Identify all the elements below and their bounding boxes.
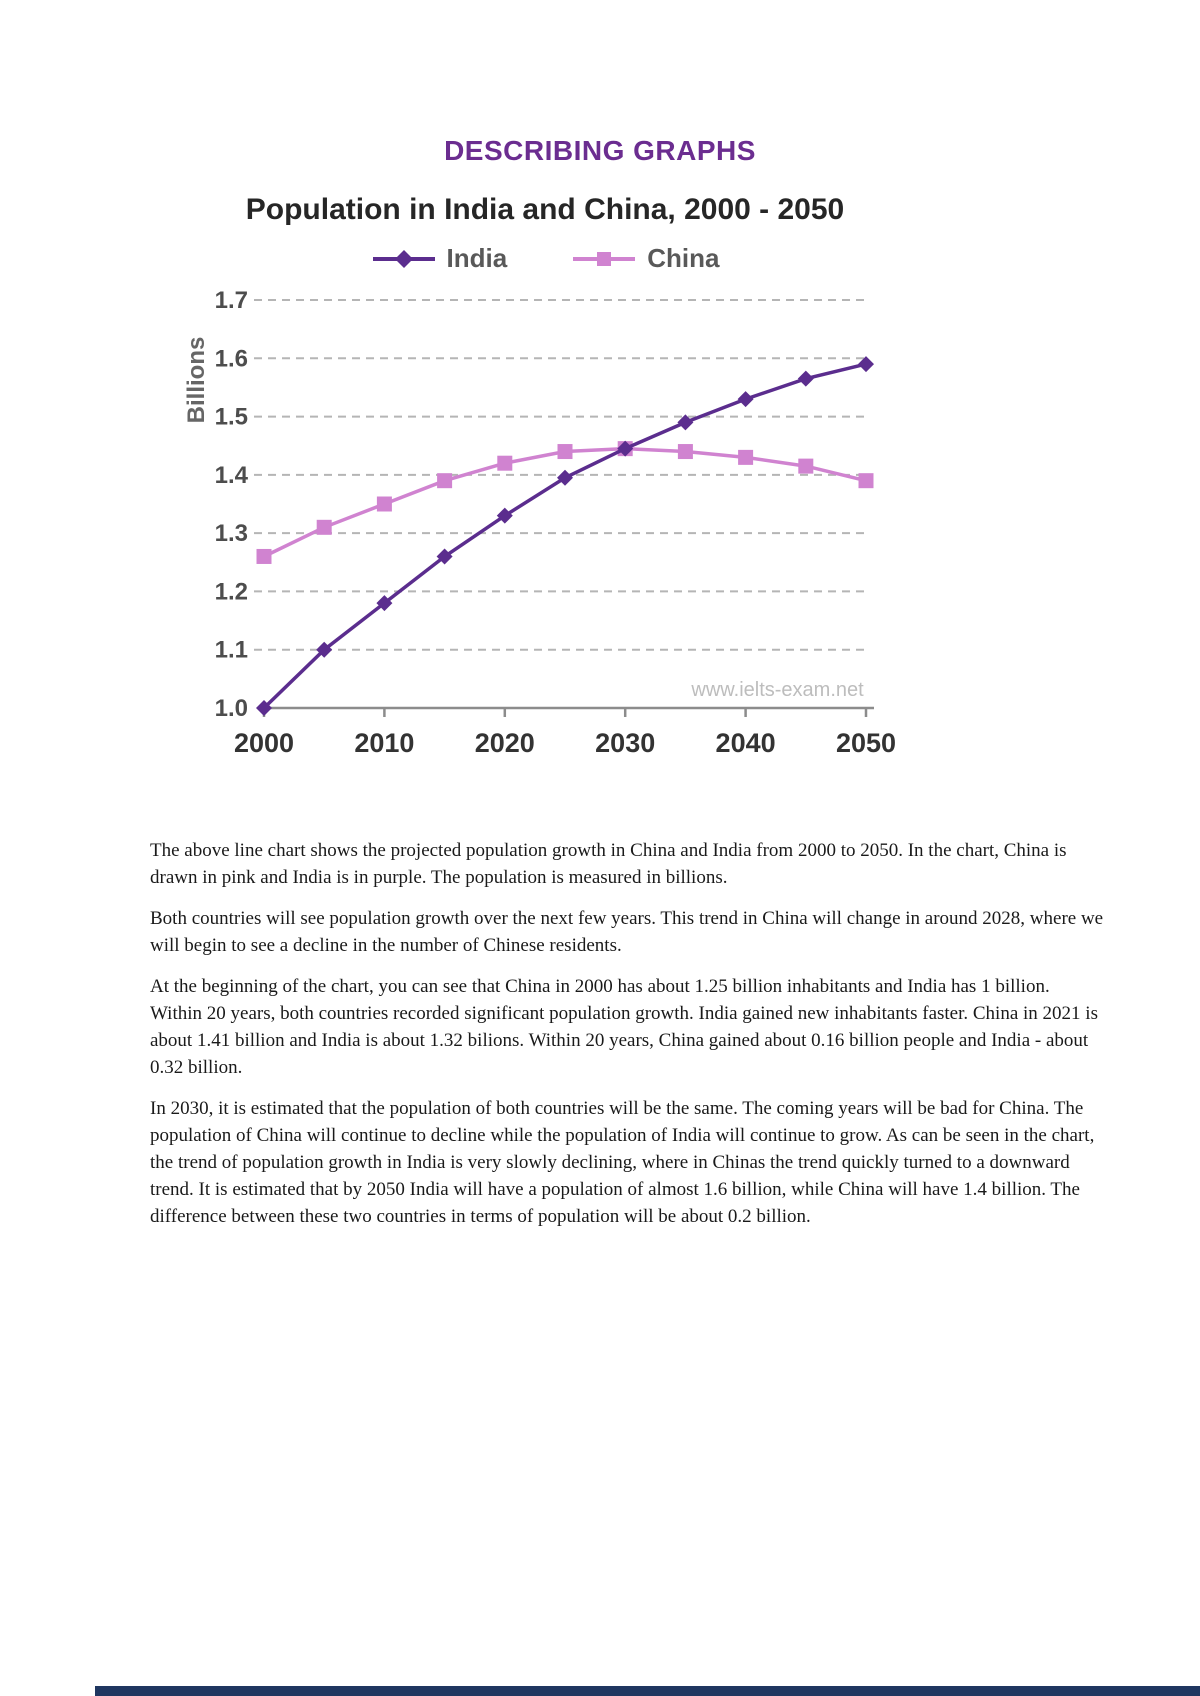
y-tick-label: 1.2: [215, 578, 248, 605]
india-marker: [436, 548, 453, 565]
population-chart: Population in India and China, 2000 - 20…: [180, 193, 910, 767]
legend-label-india: India: [446, 243, 508, 273]
chart-title: Population in India and China, 2000 - 20…: [245, 193, 845, 226]
india-line-marker-icon: [372, 249, 435, 268]
paragraph-2: Both countries will see population growt…: [150, 908, 1104, 956]
india-marker: [376, 595, 393, 612]
india-marker: [557, 469, 573, 486]
y-tick-label: 1.6: [215, 345, 248, 372]
x-tick-label: 2030: [595, 728, 655, 758]
paragraph-4: In 2030, it is estimated that the popula…: [150, 1098, 1095, 1227]
y-tick-label: 1.0: [215, 695, 248, 722]
legend-item-india: India: [371, 243, 508, 274]
y-tick-label: 1.5: [215, 404, 248, 431]
china-series-line: [263, 446, 867, 559]
y-tick-label: 1.3: [215, 520, 248, 547]
china-marker: [376, 496, 392, 512]
x-tick-label: 2010: [354, 728, 414, 758]
india-marker: [496, 507, 513, 524]
x-tick-label: 2040: [716, 728, 776, 758]
watermark: www.ielts-exam.net: [690, 679, 864, 701]
china-marker: [677, 444, 693, 460]
china-line-marker-icon: [573, 251, 636, 266]
page-title: DESCRIBING GRAPHS: [444, 135, 756, 166]
y-tick-label: 1.7: [215, 287, 248, 314]
x-tick-label: 2050: [836, 728, 896, 758]
y-axis-label: Billions: [183, 337, 210, 424]
china-marker: [256, 548, 272, 564]
india-marker: [256, 700, 272, 716]
india-marker: [797, 370, 814, 387]
india-marker: [316, 641, 333, 658]
population-chart-svg: 1.0 1.1 1.2 1.3 1.4 1.5 1.6 1.7 2000 2010 2020 2030…: [183, 287, 896, 758]
y-tick-label: 1.1: [215, 637, 248, 664]
paragraph-1: The above line chart shows the projected…: [150, 840, 1067, 888]
china-marker: [557, 444, 573, 460]
china-marker: [738, 449, 754, 465]
china-marker: [798, 458, 814, 474]
legend-item-china: China: [571, 243, 719, 274]
china-marker: [316, 519, 332, 535]
x-tick-label: 2020: [475, 728, 535, 758]
china-marker: [497, 455, 513, 471]
india-marker: [617, 440, 634, 457]
chart-legend: India China: [180, 243, 910, 274]
legend-label-china: China: [647, 243, 720, 273]
china-marker: [858, 473, 874, 489]
china-marker: [437, 473, 453, 489]
india-marker: [677, 414, 694, 431]
essay-body: The above line chart shows the projected…: [150, 837, 1105, 1230]
india-marker: [858, 356, 874, 373]
india-marker: [737, 391, 754, 408]
footer-accent-bar: [95, 1686, 1200, 1696]
x-tick-label: 2000: [234, 728, 294, 758]
y-tick-label: 1.4: [215, 462, 249, 489]
paragraph-3: At the beginning of the chart, you can s…: [150, 976, 1098, 1078]
